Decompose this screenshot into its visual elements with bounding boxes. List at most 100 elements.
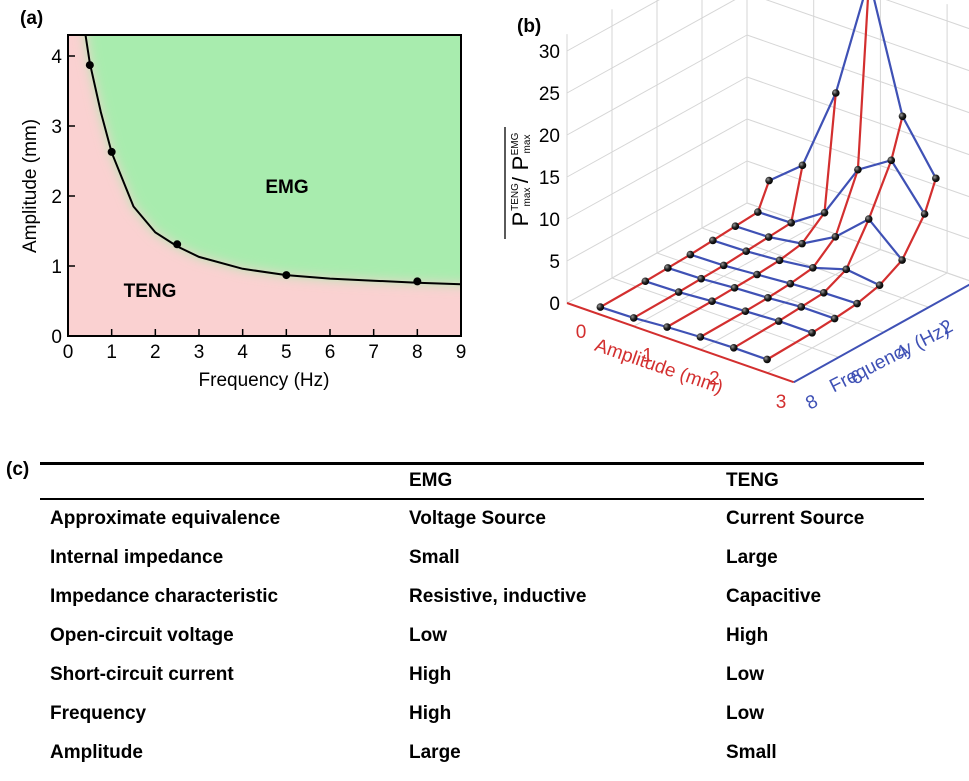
teng-cell: Low bbox=[726, 664, 764, 685]
teng-cell: Low bbox=[726, 703, 764, 724]
table-row: Short-circuit current High Low bbox=[40, 664, 924, 703]
x-tick-label: 0 bbox=[63, 342, 74, 363]
data-point bbox=[864, 215, 873, 223]
emg-cell: High bbox=[409, 664, 452, 685]
teng-cell: High bbox=[726, 625, 769, 646]
grid-line bbox=[746, 34, 969, 114]
y-axis-ticks: 0 1 2 3 4 bbox=[51, 47, 75, 348]
series-line-frequency bbox=[667, 266, 835, 320]
3d-series-lines bbox=[599, 0, 937, 361]
panel-a-chart: 0 1 2 3 4 5 6 7 8 9 0 1 2 3 4 EMG TENG Frequency (Hz)… bbox=[20, 34, 466, 391]
data-point bbox=[887, 156, 896, 165]
data-point bbox=[764, 294, 772, 302]
emg-cell: Low bbox=[409, 625, 447, 646]
grid-line bbox=[611, 277, 839, 358]
data-point bbox=[729, 344, 738, 352]
amplitude-tick-label: 2 bbox=[709, 369, 720, 390]
panel-label-b: (b) bbox=[517, 16, 542, 37]
boundary-marker bbox=[85, 61, 94, 70]
z-label-numerator-sup: TENG bbox=[510, 183, 521, 211]
data-point bbox=[832, 89, 840, 97]
x-tick-label: 4 bbox=[237, 342, 248, 363]
x-tick-label: 6 bbox=[325, 342, 336, 363]
panel-label-a: (a) bbox=[20, 8, 44, 29]
y-tick-label: 2 bbox=[51, 187, 62, 208]
boundary-marker bbox=[107, 147, 116, 156]
z-label-numerator-sub: max bbox=[522, 188, 533, 207]
amplitude-axis-label: Amplitude (mm) bbox=[592, 335, 726, 399]
data-point bbox=[842, 265, 851, 274]
y-tick-label: 3 bbox=[51, 117, 62, 138]
boundary-marker bbox=[413, 277, 422, 286]
grid-line bbox=[746, 118, 969, 198]
series-line-frequency bbox=[645, 280, 813, 334]
z-label-denominator-sup: EMG bbox=[510, 132, 521, 155]
boundary-marker bbox=[282, 271, 291, 280]
data-point bbox=[831, 233, 840, 241]
region-label-emg: EMG bbox=[265, 177, 308, 198]
amplitude-axis-ticks: 0 1 2 3 bbox=[576, 322, 787, 413]
data-point bbox=[819, 288, 828, 297]
series-line-amplitude bbox=[766, 177, 937, 361]
emg-cell: High bbox=[409, 703, 452, 724]
y-tick-label: 4 bbox=[51, 47, 62, 68]
emg-cell: Large bbox=[409, 742, 461, 763]
z-tick-label: 20 bbox=[539, 126, 560, 147]
data-point bbox=[798, 161, 807, 170]
figure-canvas: 0 1 2 3 4 5 6 7 8 9 0 1 2 3 4 EMG TENG Frequency (Hz)… bbox=[20, 0, 969, 415]
data-point bbox=[787, 219, 795, 227]
series-line-frequency bbox=[712, 239, 881, 287]
data-point bbox=[875, 281, 884, 290]
plot-frame bbox=[67, 34, 462, 337]
data-point bbox=[709, 236, 717, 245]
z-tick-label: 25 bbox=[539, 84, 560, 105]
frequency-tick-label: 8 bbox=[803, 391, 822, 415]
teng-cell: Large bbox=[726, 547, 778, 568]
data-point bbox=[696, 333, 705, 341]
data-point bbox=[629, 314, 638, 322]
z-tick-label: 0 bbox=[549, 294, 560, 315]
data-point bbox=[765, 176, 773, 185]
emg-cell: Voltage Source bbox=[409, 508, 546, 529]
x-tick-label: 1 bbox=[106, 342, 117, 363]
data-point bbox=[664, 264, 672, 272]
frequency-axis-line bbox=[793, 283, 969, 384]
z-label-denominator-base: P bbox=[508, 156, 533, 171]
table-top-rule bbox=[40, 462, 924, 465]
data-point bbox=[641, 277, 650, 286]
row-label: Impedance characteristic bbox=[50, 586, 279, 607]
data-point bbox=[898, 256, 906, 264]
x-tick-label: 8 bbox=[412, 342, 423, 363]
data-point bbox=[920, 210, 929, 218]
region-label-teng: TENG bbox=[124, 281, 177, 302]
data-point bbox=[731, 222, 740, 231]
table-row: Open-circuit voltage Low High bbox=[40, 625, 924, 664]
table-row: Internal impedance Small Large bbox=[40, 547, 924, 586]
series-line-amplitude bbox=[699, 0, 869, 338]
z-label-slash: / bbox=[508, 176, 533, 183]
emg-cell: Small bbox=[409, 547, 460, 568]
z-tick-label: 10 bbox=[539, 210, 560, 231]
teng-cell: Small bbox=[726, 742, 777, 763]
data-point bbox=[754, 208, 762, 216]
x-tick-label: 2 bbox=[150, 342, 161, 363]
amplitude-axis-line bbox=[566, 302, 795, 384]
z-axis-ticks: 0 5 10 15 20 25 30 bbox=[539, 42, 560, 315]
grid-line bbox=[656, 252, 884, 333]
table-row: Frequency High Low bbox=[40, 703, 924, 742]
data-point bbox=[764, 233, 773, 241]
data-point bbox=[596, 303, 605, 311]
row-label: Frequency bbox=[50, 703, 147, 724]
panel-label-c: (c) bbox=[6, 459, 30, 480]
x-tick-label: 7 bbox=[368, 342, 379, 363]
data-point bbox=[798, 239, 806, 248]
data-point bbox=[797, 303, 806, 311]
grid-line bbox=[746, 76, 969, 156]
table-row: Approximate equivalence Voltage Source Cur… bbox=[40, 508, 924, 547]
data-point bbox=[774, 317, 783, 325]
3d-data-points bbox=[596, 89, 940, 364]
data-point bbox=[775, 256, 784, 265]
x-tick-label: 3 bbox=[194, 342, 205, 363]
z-axis-label: P TENG max / P EMG max bbox=[504, 127, 533, 239]
series-line-amplitude bbox=[599, 180, 771, 309]
